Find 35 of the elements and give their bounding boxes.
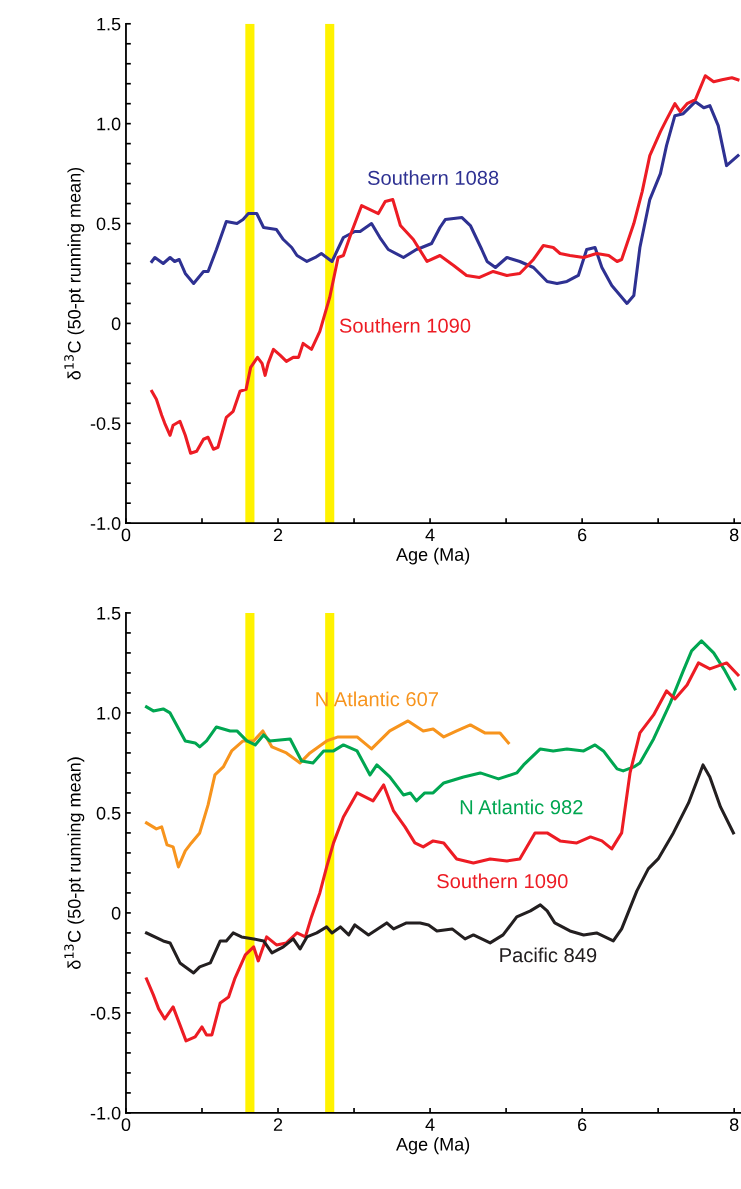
line-series [144, 661, 740, 1043]
y-tick-label: 0 [111, 317, 121, 331]
line-series [144, 763, 735, 975]
y-tick-label: 1.5 [97, 17, 121, 31]
y-axis-title: δ$^{13}$C (50-pt running mean) [64, 167, 85, 380]
x-tick-label: 8 [729, 528, 739, 542]
x-tick-label: 4 [425, 1118, 435, 1131]
x-tick-label: 4 [425, 528, 435, 542]
x-axis-title: Age (Ma) [396, 547, 470, 565]
y-tick-label: -0.5 [90, 417, 121, 430]
x-axis-title: Age (Ma) [396, 1137, 470, 1155]
line-series [150, 100, 740, 305]
y-tick-label: -1.0 [90, 1106, 121, 1120]
series-label: Pacific 849 [500, 947, 597, 963]
y-tick-label: 1.0 [97, 117, 121, 131]
x-tick-label: 2 [273, 1118, 283, 1131]
y-tick-label: 0.5 [96, 806, 121, 820]
x-tick-label: 0 [121, 1118, 131, 1132]
y-tick-label: 0.5 [96, 217, 121, 231]
x-tick-label: 2 [273, 528, 283, 542]
y-axis-title: δ$^{13}$C (50-pt running mean) [64, 757, 85, 969]
x-tick-label: 8 [729, 1118, 739, 1132]
line-series [150, 74, 740, 455]
series-label: N Atlantic 982 [460, 799, 583, 815]
y-tick-label: 1.5 [97, 607, 121, 620]
x-tick-label: 6 [578, 528, 587, 542]
series-label: Southern 1090 [339, 318, 471, 333]
y-tick-label: 0 [111, 906, 121, 920]
y-tick-label: -0.5 [90, 1006, 121, 1020]
y-tick-label: 1.0 [97, 706, 121, 720]
x-tick-label: 6 [578, 1118, 587, 1132]
x-tick-label: 0 [121, 528, 131, 542]
series-label: Southern 1090 [437, 873, 568, 889]
series-label: Southern 1088 [367, 170, 499, 185]
y-tick-label: -1.0 [90, 517, 121, 530]
